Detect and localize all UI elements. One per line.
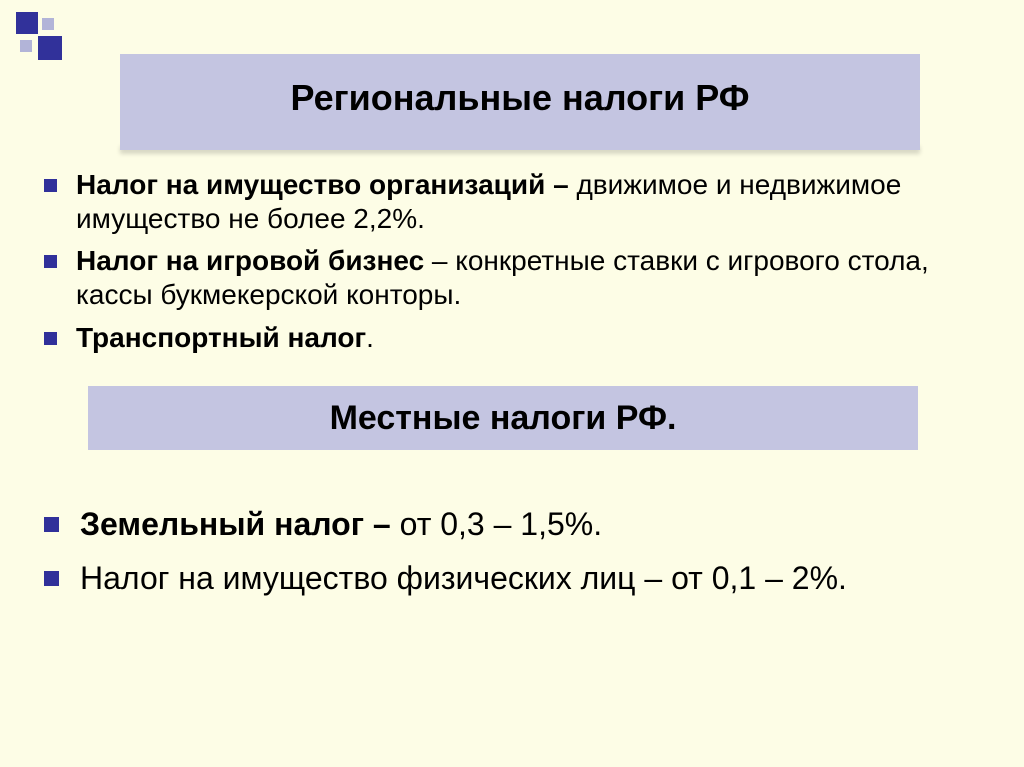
- list-item: Налог на имущество физических лиц – от 0…: [36, 558, 996, 600]
- title-underline: [120, 142, 920, 150]
- item-bold: Налог на игровой бизнес: [76, 245, 424, 276]
- item-bold: Транспортный налог: [76, 322, 366, 353]
- list-item: Налог на игровой бизнес – конкретные ста…: [36, 244, 996, 312]
- list-item: Налог на имущество организаций – движимо…: [36, 168, 996, 236]
- corner-decoration: [16, 12, 86, 74]
- item-bold: Налог на имущество организаций –: [76, 169, 576, 200]
- list-item: Транспортный налог.: [36, 321, 996, 355]
- section-title-bar-local: Местные налоги РФ.: [88, 386, 918, 450]
- item-text: Налог на имущество физических лиц – от 0…: [80, 560, 847, 596]
- section-title-regional: Региональные налоги РФ: [290, 77, 749, 119]
- section-title-bar-regional: Региональные налоги РФ: [120, 54, 920, 142]
- list-item: Земельный налог – от 0,3 – 1,5%.: [36, 504, 996, 546]
- regional-taxes-list: Налог на имущество организаций – движимо…: [36, 168, 996, 363]
- item-text: .: [366, 322, 374, 353]
- item-bold: Земельный налог –: [80, 506, 400, 542]
- local-taxes-list: Земельный налог – от 0,3 – 1,5%. Налог н…: [36, 504, 996, 611]
- item-text: от 0,3 – 1,5%.: [400, 506, 603, 542]
- section-title-local: Местные налоги РФ.: [330, 399, 677, 438]
